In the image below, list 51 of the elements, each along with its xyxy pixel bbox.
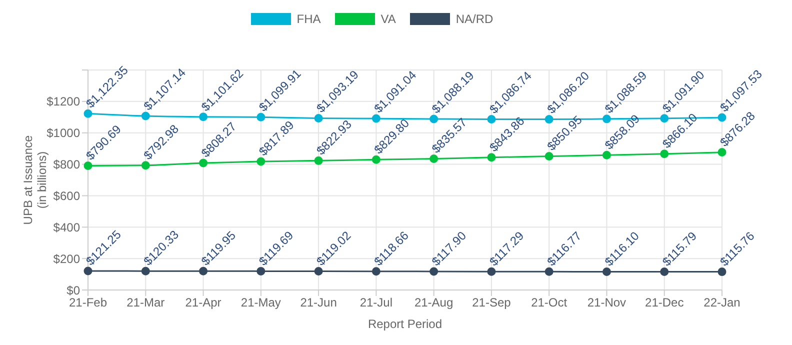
point	[199, 158, 208, 168]
x-tick-label: 21-Dec	[645, 296, 684, 310]
x-tick-label: 21-Apr	[185, 296, 222, 310]
legend-label: VA	[380, 12, 396, 26]
x-tick-label: 21-Sep	[472, 296, 512, 310]
point	[544, 152, 554, 161]
x-tick-label: 21-Jul	[360, 296, 393, 310]
x-tick-label: 22-Jan	[704, 296, 740, 310]
point	[487, 267, 496, 276]
point	[602, 150, 611, 160]
y-tick-label: $800	[53, 158, 80, 172]
point	[660, 150, 669, 158]
y-tick-label: $400	[53, 220, 80, 234]
point	[141, 161, 150, 170]
point	[84, 109, 92, 118]
point	[718, 268, 726, 276]
point	[314, 267, 323, 276]
point	[602, 268, 611, 276]
point	[84, 266, 92, 276]
legend-label: FHA	[296, 12, 321, 26]
point	[660, 268, 669, 276]
point	[430, 267, 438, 276]
y-tick-label: $200	[53, 252, 80, 266]
y-tick-label: $0	[66, 283, 80, 298]
y-tick-label: $1200	[46, 94, 80, 109]
x-axis-title: Report Period	[368, 317, 442, 331]
point	[487, 153, 496, 162]
x-tick-label: 21-Jun	[300, 296, 337, 310]
point	[372, 155, 380, 164]
y-tick-label: $600	[53, 188, 80, 203]
x-tick-label: 21-Nov	[587, 296, 626, 310]
x-tick-label: 21-Oct	[531, 296, 568, 310]
point	[372, 267, 380, 276]
x-tick-label: 21-Mar	[126, 296, 165, 310]
point	[141, 266, 150, 276]
x-tick-label: 21-May	[240, 296, 281, 310]
point	[256, 266, 266, 276]
x-tick-label: 21-Aug	[414, 296, 454, 310]
point	[430, 154, 438, 163]
point	[256, 112, 266, 122]
point	[199, 266, 208, 276]
point	[141, 112, 150, 120]
point	[199, 112, 208, 122]
legend-label: NA/RD	[454, 12, 494, 26]
point	[314, 156, 323, 165]
point	[544, 267, 554, 276]
y-tick-label: $1000	[46, 126, 80, 140]
x-tick-label: 21-Feb	[68, 296, 108, 310]
point	[256, 157, 266, 166]
point	[718, 148, 726, 157]
point	[84, 162, 92, 170]
